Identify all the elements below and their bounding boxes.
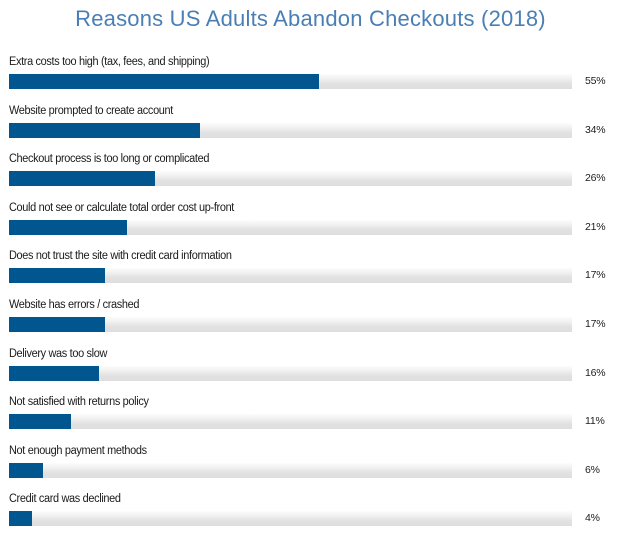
bar-value-label: 6%: [585, 463, 600, 476]
bar-row: Extra costs too high (tax, fees, and shi…: [0, 56, 621, 105]
bar-fill: [9, 122, 201, 138]
bar-track: [9, 171, 572, 187]
bar-row-label: Website has errors / crashed: [9, 298, 140, 311]
bar-row: Credit card was declined 4%: [0, 493, 621, 542]
bar-track: [9, 74, 572, 89]
bar-row: Not satisfied with returns policy 11%: [0, 396, 621, 445]
bar-track: [9, 122, 572, 138]
bar-value-label: 11%: [585, 415, 605, 428]
bar-value-label: 55%: [585, 75, 606, 87]
bar-row: Does not trust the site with credit card…: [0, 250, 621, 299]
bar-fill: [9, 219, 128, 235]
bar-fill: [9, 316, 105, 332]
bar-value-label: 21%: [585, 220, 606, 233]
bar-row-label: Credit card was declined: [9, 493, 121, 506]
bar-row-label: Extra costs too high (tax, fees, and shi…: [9, 56, 210, 68]
chart-title: Reasons US Adults Abandon Checkouts (201…: [75, 6, 546, 31]
bar-fill: [9, 414, 71, 430]
bar-track: [9, 316, 572, 332]
bar-track: [9, 511, 572, 527]
bar-fill: [9, 171, 156, 187]
bar-row-label: Delivery was too slow: [9, 347, 108, 360]
bar-row: Could not see or calculate total order c…: [0, 202, 621, 251]
bar-row: Checkout process is too long or complica…: [0, 153, 621, 202]
bar-row-label: Could not see or calculate total order c…: [9, 201, 235, 214]
bar-value-label: 17%: [585, 269, 606, 282]
bar-row: Delivery was too slow 16%: [0, 348, 621, 397]
bar-fill: [9, 268, 105, 284]
bar-row: Not enough payment methods 6%: [0, 445, 621, 494]
bar-value-label: 34%: [585, 123, 606, 136]
bar-row-label: Does not trust the site with credit card…: [9, 250, 232, 263]
bar-value-label: 4%: [585, 512, 600, 525]
bar-value-label: 26%: [585, 172, 606, 185]
bar-track: [9, 268, 572, 284]
bar-track: [9, 365, 572, 381]
bar-track: [9, 414, 572, 430]
bar-fill: [9, 74, 319, 89]
bar-fill: [9, 511, 32, 527]
bar-fill: [9, 462, 43, 478]
bar-row-label: Checkout process is too long or complica…: [9, 153, 210, 166]
bar-row: Website has errors / crashed 17%: [0, 299, 621, 348]
bar-row-label: Not enough payment methods: [9, 444, 147, 457]
bar-value-label: 16%: [585, 366, 606, 379]
bar-fill: [9, 365, 100, 381]
bar-track: [9, 462, 572, 478]
bar-row-label: Not satisfied with returns policy: [9, 396, 149, 409]
bar-track: [9, 219, 572, 235]
bar-row-label: Website prompted to create account: [9, 104, 174, 117]
bar-value-label: 17%: [585, 317, 606, 330]
bar-rows-container: Extra costs too high (tax, fees, and shi…: [0, 56, 621, 542]
bar-row: Website prompted to create account 34%: [0, 105, 621, 154]
